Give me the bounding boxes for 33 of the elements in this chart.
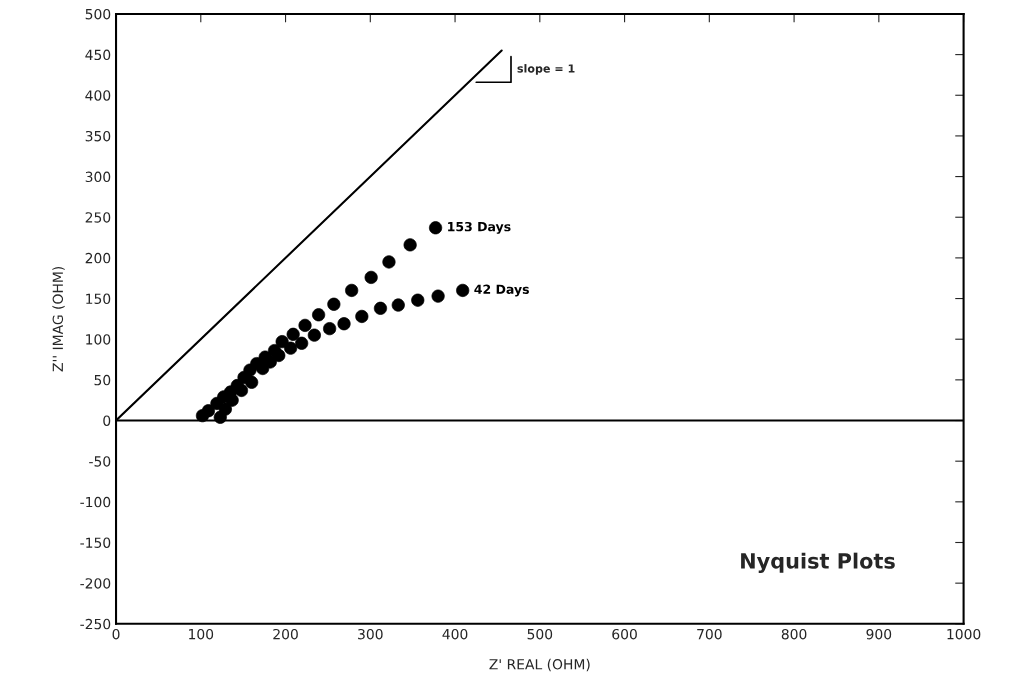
y-axis-title: Z'' IMAG (OHM) bbox=[52, 266, 65, 372]
x-tick-label: 700 bbox=[697, 628, 722, 640]
x-tick-label: 1000 bbox=[947, 628, 981, 640]
x-axis-title: Z' REAL (OHM) bbox=[489, 658, 590, 672]
y-tick-label: 0 bbox=[103, 415, 111, 426]
x-tick-label: 900 bbox=[866, 628, 892, 640]
series-label: 42 Days bbox=[474, 284, 529, 297]
text: Nyquist Plots bbox=[741, 552, 895, 573]
y-tick-label: 50 bbox=[94, 374, 111, 386]
y-tick-label: -250 bbox=[80, 618, 111, 630]
x-tick-label: 500 bbox=[527, 628, 553, 640]
x-tick-label: 400 bbox=[442, 628, 468, 640]
y-tick-label: 400 bbox=[85, 90, 111, 101]
y-tick-label: 100 bbox=[86, 334, 111, 345]
x-tick-label: 200 bbox=[273, 628, 298, 640]
y-tick-label: 150 bbox=[86, 293, 111, 305]
x-tick-label: 300 bbox=[358, 628, 383, 640]
y-tick-label: 350 bbox=[85, 130, 111, 142]
x-tick-label: 0 bbox=[112, 628, 120, 640]
y-tick-label: -50 bbox=[89, 456, 111, 467]
y-tick-label: 300 bbox=[85, 171, 111, 183]
series-label: 153 Days bbox=[448, 221, 511, 234]
y-tick-label: 200 bbox=[85, 252, 111, 264]
annotation: slope = 1 bbox=[517, 64, 575, 75]
x-tick-label: 600 bbox=[612, 628, 637, 640]
y-tick-label: -200 bbox=[80, 578, 111, 589]
y-tick-label: 500 bbox=[85, 8, 111, 20]
x-tick-label: 800 bbox=[781, 628, 807, 640]
y-tick-label: -150 bbox=[80, 537, 111, 548]
x-tick-label: 100 bbox=[189, 628, 214, 640]
y-tick-label: 450 bbox=[85, 49, 111, 61]
y-tick-label: 250 bbox=[85, 212, 111, 223]
y-tick-label: -100 bbox=[80, 496, 111, 508]
